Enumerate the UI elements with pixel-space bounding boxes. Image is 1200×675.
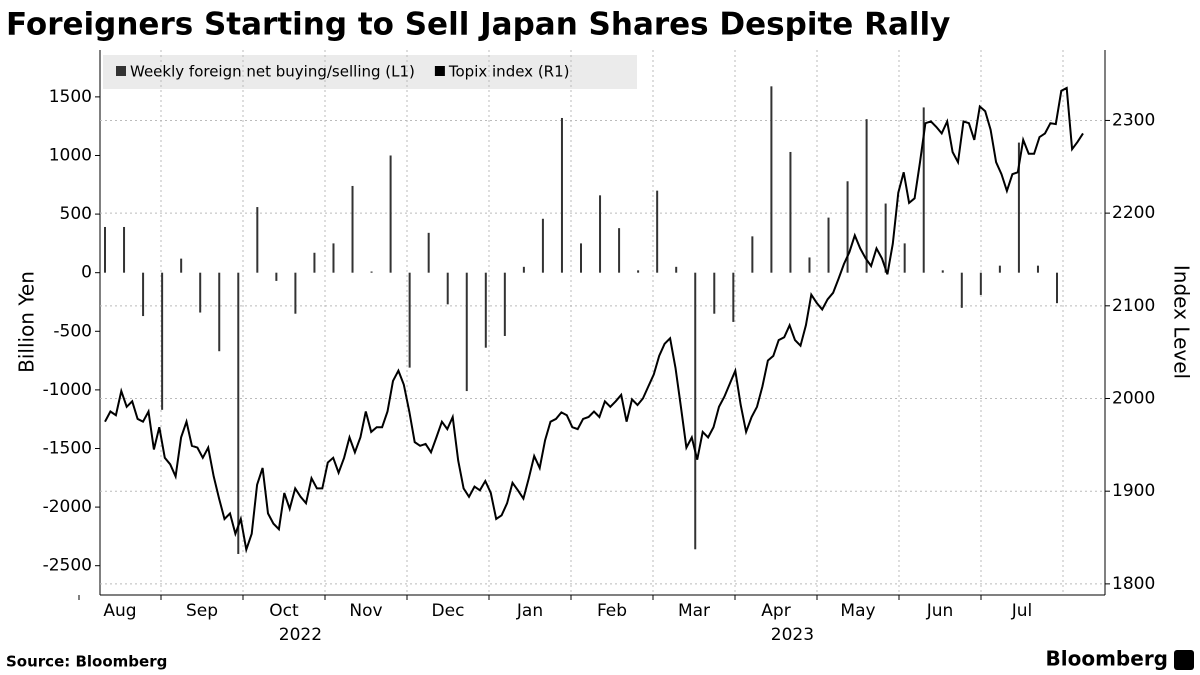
bar	[294, 272, 297, 314]
bar	[599, 195, 602, 273]
x-tick-label: Jun	[926, 601, 954, 621]
bar	[732, 272, 735, 322]
y-tick-label: 0	[81, 263, 92, 283]
legend-label: Weekly foreign net buying/selling (L1)	[130, 63, 415, 81]
bar	[751, 236, 754, 273]
bar	[218, 272, 221, 352]
bar	[408, 272, 411, 368]
bar	[142, 272, 145, 317]
brand-icon	[1174, 650, 1194, 670]
y2-axis-label: Index Level	[1170, 265, 1194, 379]
x-tick-label: Aug	[103, 601, 136, 621]
bar	[1036, 265, 1039, 273]
bar	[618, 228, 621, 273]
legend-label: Topix index (R1)	[448, 63, 570, 81]
y2-tick-label: 2300	[1112, 110, 1155, 130]
y-tick-label: -1000	[43, 380, 92, 400]
bar	[503, 272, 506, 336]
bar	[675, 266, 678, 273]
x-tick-label: Mar	[678, 601, 710, 621]
bar	[351, 185, 354, 273]
bar	[770, 86, 773, 273]
bar	[713, 272, 716, 314]
bar	[903, 243, 906, 273]
legend-swatch	[116, 66, 126, 76]
bar	[998, 265, 1001, 273]
bar	[694, 272, 697, 550]
x-tick-label: May	[840, 601, 875, 621]
x-tick-label: Jan	[516, 601, 543, 621]
x-tick-label: Sep	[186, 601, 218, 621]
y-tick-label: 1000	[49, 145, 92, 165]
bar	[484, 272, 487, 348]
x-tick-label: Apr	[761, 601, 790, 621]
bar	[922, 107, 925, 273]
bar	[960, 272, 963, 308]
bar	[180, 258, 183, 273]
bar	[104, 226, 106, 273]
legend-swatch	[434, 66, 445, 76]
y-tick-label: -2000	[43, 497, 92, 517]
year-label: 2022	[279, 625, 322, 645]
bar	[846, 181, 849, 273]
bar	[427, 232, 430, 273]
bar	[789, 151, 792, 273]
bar	[370, 271, 373, 273]
y-tick-label: -2500	[43, 556, 92, 576]
x-tick-label: Feb	[597, 601, 627, 621]
bar	[808, 257, 811, 273]
bar	[560, 117, 563, 273]
y2-tick-label: 1900	[1112, 481, 1155, 501]
bar	[446, 272, 449, 305]
y2-tick-label: 2000	[1112, 389, 1155, 409]
x-tick-label: Dec	[432, 601, 465, 621]
year-label: 2023	[771, 625, 814, 645]
bar	[637, 270, 640, 273]
brand: Bloomberg	[1046, 647, 1168, 671]
bar	[332, 243, 335, 273]
bar	[389, 155, 392, 273]
bar	[256, 207, 259, 273]
bar	[465, 272, 468, 392]
bar	[541, 218, 544, 273]
line	[104, 86, 1084, 554]
y-tick-label: -1500	[43, 438, 92, 458]
x-tick-label: Jul	[1011, 601, 1033, 621]
y-tick-label: 500	[60, 204, 92, 224]
y-tick-label: 1500	[49, 87, 92, 107]
bar	[656, 190, 659, 273]
bar	[580, 243, 582, 273]
bar	[865, 119, 868, 273]
bar	[1017, 142, 1020, 273]
bar	[522, 266, 525, 273]
y2-tick-label: 2200	[1112, 203, 1155, 223]
bar	[237, 272, 240, 554]
legend-box	[103, 55, 637, 89]
x-tick-label: Nov	[349, 601, 382, 621]
bar	[199, 272, 202, 313]
y2-tick-label: 2100	[1112, 296, 1155, 316]
bar	[161, 272, 164, 410]
bar	[941, 270, 944, 273]
bar	[313, 252, 316, 273]
bar	[827, 217, 830, 273]
bar	[979, 272, 982, 295]
y-axis-label: Billion Yen	[15, 271, 39, 373]
bar	[275, 272, 278, 281]
chart-title: Foreigners Starting to Sell Japan Shares…	[6, 7, 950, 43]
bar	[123, 226, 126, 273]
y-tick-label: -500	[53, 321, 92, 341]
y2-tick-label: 1800	[1112, 574, 1155, 594]
x-tick-label: Oct	[269, 601, 299, 621]
bar	[884, 203, 887, 273]
source: Source: Bloomberg	[6, 653, 167, 671]
bar	[1056, 272, 1058, 304]
